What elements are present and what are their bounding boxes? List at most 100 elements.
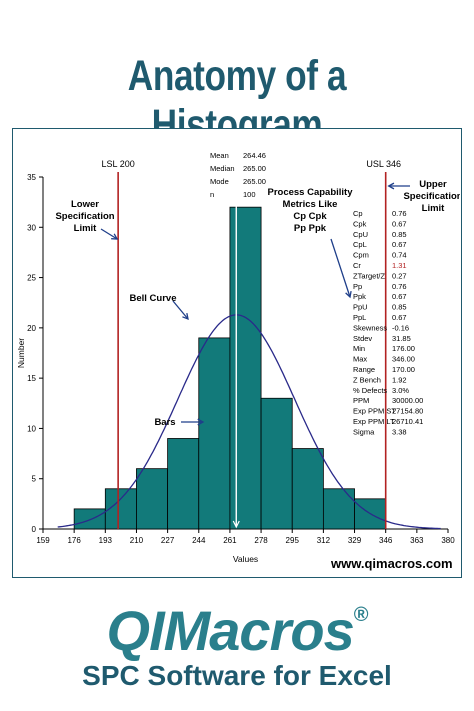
histogram-bar [136, 468, 169, 530]
x-tick-label: 159 [36, 536, 50, 545]
capability-arrow [330, 238, 351, 298]
bell-curve-line [57, 314, 441, 530]
chart-frame: 0 5 10 15 20 25 30 35 159 176 193 210 227 244 261 278 29… [12, 128, 462, 578]
capability-annotation: Pp Ppk [294, 223, 327, 234]
metric-value: 30000.00 [392, 396, 423, 405]
capability-annotation: Metrics Like [283, 199, 338, 210]
upper-spec-annotation: Upper [419, 179, 447, 190]
metric-value: 1.31 [392, 261, 407, 270]
metric-label: % Defects [353, 386, 387, 395]
metric-value: 170.00 [392, 365, 415, 374]
summary-stat-label: Mean [210, 151, 229, 160]
metric-value: 31.85 [392, 334, 411, 343]
metric-label: Exp PPM LT [353, 417, 395, 426]
histogram-bar [167, 438, 200, 530]
lower-spec-arrow-head [111, 233, 119, 240]
metric-label: Stdev [353, 334, 372, 343]
x-tick-label: 278 [254, 536, 268, 545]
metric-value: 0.67 [392, 313, 407, 322]
histogram-bar [198, 337, 231, 530]
y-tick-label: 20 [27, 324, 36, 333]
x-tick-label: 380 [441, 536, 455, 545]
histogram-bar [229, 206, 262, 530]
website-link[interactable]: www.qimacros.com [331, 556, 453, 571]
y-tick-label: 30 [27, 223, 36, 232]
x-tick-label: 295 [286, 536, 300, 545]
metric-label: Min [353, 344, 365, 353]
metric-label: Sigma [353, 427, 375, 436]
metric-value: 0.74 [392, 251, 407, 260]
metric-value: 0.76 [392, 282, 407, 291]
metric-label: Range [353, 365, 375, 374]
metric-label: Max [353, 355, 367, 364]
metric-label: Cr [353, 261, 361, 270]
metric-label: PpU [353, 303, 368, 312]
metric-label: Z Bench [353, 375, 381, 384]
metric-value: -0.16 [392, 323, 409, 332]
x-tick-label: 193 [99, 536, 113, 545]
summary-stat-value: 265.00 [243, 177, 266, 186]
lower-spec-annotation: Lower [71, 199, 99, 210]
metric-label: Skewness [353, 323, 387, 332]
metric-value: 1.92 [392, 375, 407, 384]
histogram-chart: 0 5 10 15 20 25 30 35 159 176 193 210 227 244 261 278 29… [16, 151, 460, 564]
logo-text: QIMacros [106, 599, 355, 662]
metric-label: Cpm [353, 251, 369, 260]
x-axis-label: Values [233, 554, 258, 564]
x-tick-label: 312 [317, 536, 331, 545]
x-tick-label: 261 [223, 536, 237, 545]
metric-value: 0.67 [392, 219, 407, 228]
summary-stat-label: n [210, 190, 214, 199]
usl-label: USL 346 [366, 159, 401, 169]
bell-curve-arrow [172, 300, 189, 320]
bell-curve-annotation: Bell Curve [130, 293, 177, 304]
summary-stat-value: 100 [243, 190, 256, 199]
metric-label: Cpk [353, 219, 367, 228]
metric-value: 26710.41 [392, 417, 423, 426]
x-tick-label: 363 [410, 536, 424, 545]
metric-label: PPM [353, 396, 369, 405]
metric-label: CpU [353, 230, 368, 239]
histogram-bar [322, 488, 355, 530]
x-tick-label: 244 [192, 536, 206, 545]
metric-value: 0.67 [392, 240, 407, 249]
summary-stat-value: 264.46 [243, 151, 266, 160]
metric-label: CpL [353, 240, 367, 249]
histogram-bar [260, 397, 293, 530]
histogram-bar [73, 508, 106, 530]
bell-curve-arrow-head [182, 312, 189, 321]
lsl-label: LSL 200 [102, 159, 135, 169]
metric-label: Exp PPM ST [353, 407, 396, 416]
registered-mark: ® [353, 604, 369, 626]
y-axis-label: Number [16, 338, 26, 368]
y-tick-label: 15 [27, 374, 36, 383]
x-tick-label: 346 [379, 536, 393, 545]
metric-value: 346.00 [392, 355, 415, 364]
metric-value: 3.0% [392, 386, 409, 395]
metric-value: 176.00 [392, 344, 415, 353]
mean-arrow-head [232, 520, 240, 529]
metric-value: 0.67 [392, 292, 407, 301]
bars-annotation: Bars [154, 417, 175, 428]
metric-value: 3.38 [392, 427, 407, 436]
metric-label: Ppk [353, 292, 366, 301]
upper-spec-annotation: Specification [403, 191, 460, 202]
lower-spec-annotation: Limit [74, 223, 98, 234]
page-title: Anatomy of a Histogram [127, 52, 347, 149]
metric-label: PpL [353, 313, 366, 322]
upper-spec-annotation: Limit [422, 203, 446, 214]
summary-stat-label: Median [210, 164, 235, 173]
summary-stat-label: Mode [210, 177, 229, 186]
metric-value: 0.85 [392, 230, 407, 239]
metric-value: 0.85 [392, 303, 407, 312]
metric-value: 0.27 [392, 271, 407, 280]
y-tick-label: 5 [32, 475, 37, 484]
qimacros-logo: QIMacros® [0, 598, 474, 663]
y-tick-label: 10 [27, 424, 36, 433]
metric-label: Cp [353, 209, 363, 218]
lower-spec-annotation: Specification [55, 211, 114, 222]
lower-spec-arrow [100, 228, 118, 240]
bars-arrow-head [197, 418, 205, 426]
metric-value: 0.76 [392, 209, 407, 218]
x-tick-label: 210 [130, 536, 144, 545]
